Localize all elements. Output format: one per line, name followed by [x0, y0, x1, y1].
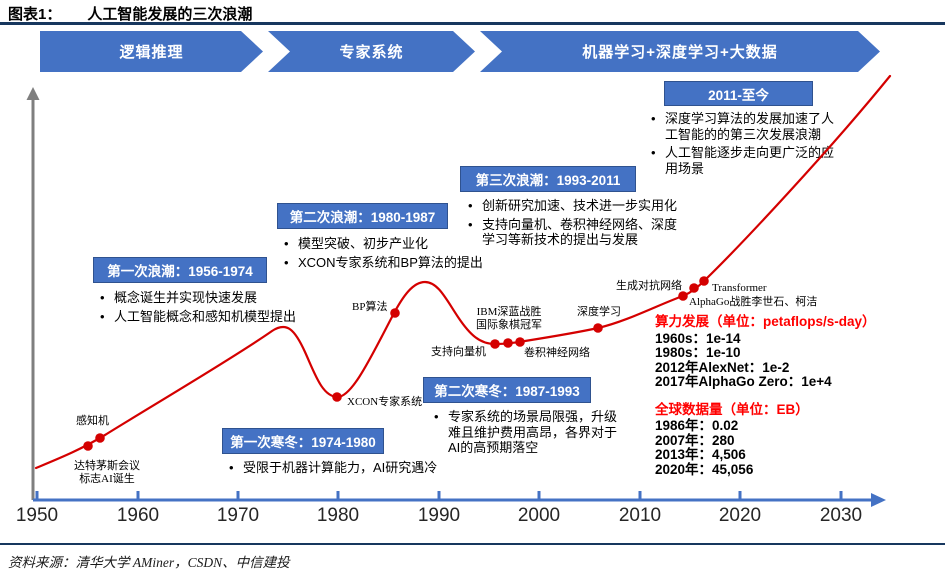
stats-block: 算力发展（单位：petaflops/s-day） 1960s：1e-14 198… — [655, 314, 876, 477]
x-tick-1970: 1970 — [216, 505, 260, 526]
wave3-bullets: 创新研究加速、技术进一步实用化 支持向量机、卷积神经网络、深度学习等新技术的提出… — [465, 198, 679, 248]
x-tick-2000: 2000 — [517, 505, 561, 526]
bullet: 创新研究加速、技术进一步实用化 — [465, 198, 679, 214]
tag-wave3-label: 第三次浪潮：1993-2011 — [475, 173, 621, 188]
bullet: 专家系统的场景局限强，升级难且维护费用高昂，各界对于AI的高预期落空 — [431, 409, 623, 456]
wave1-bullets: 概念诞生并实现快速发展 人工智能概念和感知机模型提出 — [97, 290, 347, 324]
milestone-ibm-deep-blue: IBM深蓝战胜国际象棋冠军 — [476, 306, 542, 331]
banner-segment-label: 机器学习+深度学习+大数据 — [582, 44, 778, 61]
tag-winter1-label: 第一次寒冬：1974-1980 — [230, 435, 376, 450]
milestone-dartmouth: 达特茅斯会议标志AI诞生 — [74, 460, 140, 485]
tag-wave1-label: 第一次浪潮：1956-1974 — [107, 264, 253, 279]
tag-era-2011-label: 2011-至今 — [708, 87, 769, 103]
milestone-gan: 生成对抗网络 — [616, 280, 682, 292]
era-2011-bullets: 深度学习算法的发展加速了人工智能的的第三次发展浪潮 人工智能逐步走向更广泛的应用… — [648, 111, 840, 176]
bullet: 支持向量机、卷积神经网络、深度学习等新技术的提出与发展 — [465, 217, 679, 248]
bullet: 受限于机器计算能力，AI研究遇冷 — [226, 460, 486, 476]
dot-gan — [678, 291, 688, 301]
winter2-bullets: 专家系统的场景局限强，升级难且维护费用高昂，各界对于AI的高预期落空 — [431, 409, 623, 456]
banner-segment-logic: 逻辑推理 — [40, 31, 263, 72]
stat-line: 2020年：45,056 — [655, 461, 754, 477]
dot-deep-learning — [593, 323, 603, 333]
stat-line: 1960s：1e-14 — [655, 330, 741, 346]
milestone-deep-learning: 深度学习 — [577, 306, 621, 318]
footer-rule — [0, 543, 945, 545]
stat-line: 1986年：0.02 — [655, 418, 739, 433]
dot-dartmouth — [83, 441, 93, 451]
header-rule — [0, 22, 945, 25]
dot-alphago — [689, 283, 699, 293]
x-tick-2020: 2020 — [718, 505, 762, 526]
dot-perceptron — [95, 433, 105, 443]
figure-header: 图表1： 人工智能发展的三次浪潮 — [8, 3, 252, 24]
x-axis-arrowhead — [871, 493, 886, 507]
x-tick-1950: 1950 — [15, 505, 59, 526]
source-note: 资料来源：清华大学 AMiner，CSDN、中信建投 — [8, 555, 290, 570]
bullet: 概念诞生并实现快速发展 — [97, 290, 347, 306]
tag-wave1: 第一次浪潮：1956-1974 — [93, 257, 267, 283]
y-axis — [26, 87, 40, 500]
milestone-bp: BP算法 — [352, 301, 388, 313]
bullet: XCON专家系统和BP算法的提出 — [281, 255, 511, 271]
x-tick-2010: 2010 — [618, 505, 662, 526]
dot-xcon — [332, 392, 342, 402]
x-tick-1990: 1990 — [417, 505, 461, 526]
data-volume-stats-title: 全球数据量（单位：EB） — [655, 401, 809, 417]
tag-winter2: 第二次寒冬：1987-1993 — [423, 377, 591, 403]
tag-wave2: 第二次浪潮：1980-1987 — [277, 203, 448, 229]
dot-svm — [490, 339, 500, 349]
bullet: 深度学习算法的发展加速了人工智能的的第三次发展浪潮 — [648, 111, 840, 142]
milestone-xcon: XCON专家系统 — [347, 396, 423, 408]
milestone-perceptron: 感知机 — [76, 415, 109, 427]
x-axis-ticks — [35, 491, 843, 500]
milestone-cnn: 卷积神经网络 — [524, 347, 590, 359]
figure-label: 图表1： — [8, 6, 62, 23]
dot-bp — [390, 308, 400, 318]
tag-winter1: 第一次寒冬：1974-1980 — [222, 428, 384, 454]
banner-segment-label: 逻辑推理 — [119, 44, 184, 61]
tag-wave2-label: 第二次浪潮：1980-1987 — [289, 210, 436, 225]
banner-segment-label: 专家系统 — [339, 44, 404, 61]
x-tick-2030: 2030 — [819, 505, 863, 526]
dot-ibm-deep-blue — [503, 338, 513, 348]
stat-line: 2017年AlphaGo Zero：1e+4 — [655, 374, 832, 389]
dot-transformer — [699, 276, 709, 286]
tag-era-2011: 2011-至今 — [664, 81, 813, 106]
bullet: 人工智能概念和感知机模型提出 — [97, 309, 347, 325]
figure-title: 人工智能发展的三次浪潮 — [87, 6, 253, 23]
dot-cnn — [515, 337, 525, 347]
stat-line: 2013年：4,506 — [655, 447, 746, 462]
bullet: 人工智能逐步走向更广泛的应用场景 — [648, 145, 840, 176]
tag-winter2-label: 第二次寒冬：1987-1993 — [434, 384, 580, 399]
milestone-transformer: Transformer — [712, 282, 767, 294]
milestone-svm: 支持向量机 — [431, 346, 486, 358]
stat-line: 2007年：280 — [655, 432, 735, 448]
winter1-bullets: 受限于机器计算能力，AI研究遇冷 — [226, 460, 486, 476]
compute-stats-title: 算力发展（单位：petaflops/s-day） — [655, 314, 876, 329]
x-tick-1960: 1960 — [116, 505, 160, 526]
x-tick-1980: 1980 — [316, 505, 360, 526]
stat-line: 1980s：1e-10 — [655, 345, 741, 360]
banner-segment-ml-dl-bigdata: 机器学习+深度学习+大数据 — [480, 31, 880, 72]
milestone-alphago: AlphaGo战胜李世石、柯洁 — [689, 296, 818, 308]
stat-line: 2012年AlexNet：1e-2 — [655, 359, 790, 375]
banner-segment-expert: 专家系统 — [268, 31, 475, 72]
tag-wave3: 第三次浪潮：1993-2011 — [460, 166, 636, 192]
y-axis-arrowhead — [26, 87, 40, 100]
